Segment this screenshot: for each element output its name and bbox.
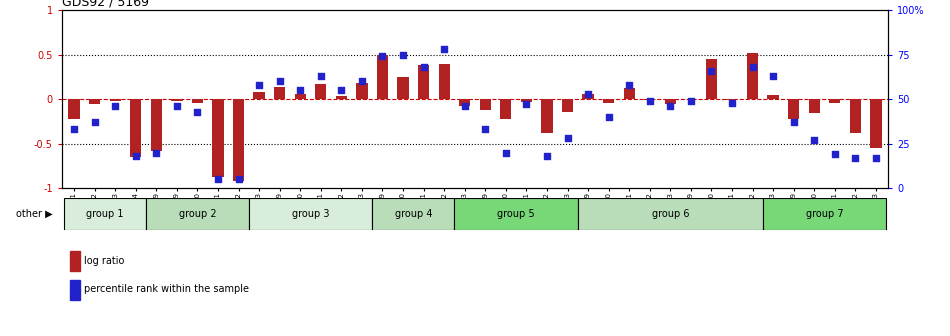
Text: log ratio: log ratio	[84, 256, 124, 266]
Point	[663, 103, 678, 109]
Bar	[788, 99, 799, 119]
Bar	[70, 280, 80, 300]
Bar	[192, 99, 203, 103]
Point	[149, 150, 164, 155]
Bar	[561, 99, 573, 113]
Point	[519, 102, 534, 107]
Bar	[130, 99, 142, 157]
Point	[293, 88, 308, 93]
Bar	[171, 99, 182, 101]
Point	[437, 47, 452, 52]
Bar	[418, 65, 429, 99]
Bar	[542, 99, 553, 133]
Bar	[151, 99, 162, 151]
Point	[580, 91, 596, 96]
Bar	[335, 96, 347, 99]
Bar	[644, 99, 655, 100]
Bar	[89, 99, 101, 103]
Bar	[377, 55, 389, 99]
Bar	[623, 88, 635, 99]
Bar	[747, 53, 758, 99]
Bar	[70, 251, 80, 271]
Bar	[578, 198, 763, 230]
Text: group 6: group 6	[652, 209, 689, 219]
Bar	[849, 99, 861, 133]
Point	[66, 127, 82, 132]
Text: group 5: group 5	[497, 209, 535, 219]
Text: percentile rank within the sample: percentile rank within the sample	[84, 284, 249, 294]
Text: group 2: group 2	[179, 209, 217, 219]
Point	[354, 79, 370, 84]
Bar	[64, 198, 146, 230]
Point	[642, 98, 657, 103]
Bar	[294, 94, 306, 99]
Text: GDS92 / 5169: GDS92 / 5169	[62, 0, 149, 9]
Text: group 1: group 1	[86, 209, 124, 219]
Bar	[501, 99, 511, 119]
Bar	[763, 198, 886, 230]
Point	[745, 65, 760, 70]
Point	[333, 88, 349, 93]
Bar	[582, 94, 594, 99]
Point	[766, 73, 781, 79]
Text: group 4: group 4	[394, 209, 432, 219]
Point	[560, 136, 575, 141]
Point	[87, 120, 103, 125]
Point	[375, 54, 390, 59]
Point	[169, 103, 184, 109]
Text: group 3: group 3	[292, 209, 330, 219]
Point	[252, 82, 267, 88]
Point	[683, 98, 698, 103]
Bar	[249, 198, 372, 230]
Bar	[315, 84, 327, 99]
Point	[107, 103, 123, 109]
Bar	[397, 77, 408, 99]
Bar	[829, 99, 841, 103]
Point	[457, 103, 472, 109]
Point	[314, 73, 329, 79]
Point	[231, 177, 246, 182]
Point	[827, 152, 843, 157]
Point	[478, 127, 493, 132]
Bar	[768, 95, 779, 99]
Bar	[706, 59, 717, 99]
Point	[807, 137, 822, 143]
Bar	[480, 99, 491, 110]
Bar	[233, 99, 244, 181]
Point	[416, 65, 431, 70]
Point	[725, 100, 740, 106]
Bar	[665, 99, 676, 103]
Point	[868, 155, 884, 161]
Point	[210, 177, 225, 182]
Point	[540, 154, 555, 159]
Bar	[459, 99, 470, 106]
Bar	[356, 83, 368, 99]
Bar	[439, 64, 449, 99]
Text: group 7: group 7	[806, 209, 844, 219]
Bar	[213, 99, 223, 177]
Point	[704, 68, 719, 73]
Bar	[254, 92, 265, 99]
Bar	[727, 99, 737, 100]
Point	[621, 82, 637, 88]
Bar	[870, 99, 882, 148]
Point	[190, 109, 205, 114]
Bar	[454, 198, 578, 230]
Point	[128, 154, 143, 159]
Bar	[274, 87, 285, 99]
Bar	[521, 99, 532, 102]
Bar	[603, 99, 615, 103]
Text: other ▶: other ▶	[16, 209, 52, 219]
Bar	[109, 99, 121, 101]
Point	[498, 150, 513, 155]
Bar	[808, 99, 820, 113]
Point	[847, 155, 863, 161]
Bar	[68, 99, 80, 119]
Point	[272, 79, 287, 84]
Bar	[146, 198, 249, 230]
Point	[395, 52, 410, 57]
Bar	[372, 198, 454, 230]
Point	[601, 114, 617, 120]
Point	[786, 120, 801, 125]
